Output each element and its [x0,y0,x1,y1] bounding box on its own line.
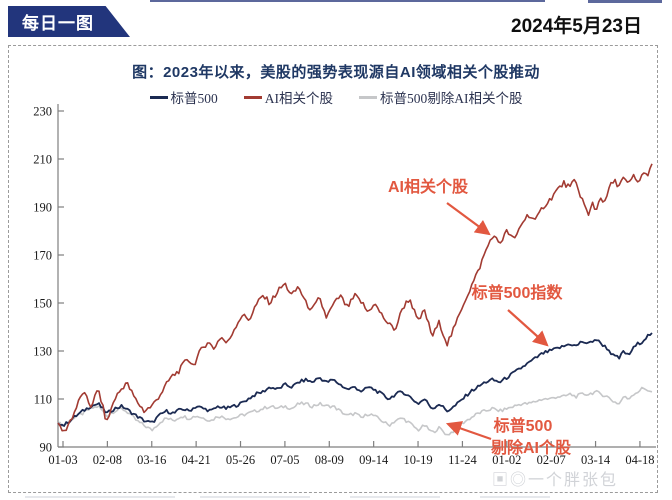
top-edge-remnant [588,0,662,3]
chart-card [8,45,658,493]
legend-label: AI相关个股 [264,91,333,106]
chart-legend: 标普500 AI相关个股 标普500剔除AI相关个股 [0,87,672,107]
badge-label: 每日一图 [22,14,94,33]
legend-dash-icon [243,95,262,99]
legend-label: 标普500 [170,91,218,106]
bottom-edge-remnant [350,496,440,498]
legend-label: 标普500剔除AI相关个股 [380,91,523,106]
legend-item-2: AI相关个股 [243,87,333,107]
watermark-text: 一个胖张包 [528,472,619,489]
legend-item-0: 标普500剔除AI相关个股 [359,87,523,107]
chart-title: 图：2023年以来，美股的强势表现源自AI领域相关个股推动 [132,64,540,81]
legend-dash-icon [149,95,168,99]
legend-item-1: 标普500 [149,87,218,107]
watermark-logo-icon: ▣◎ [492,472,529,489]
watermark: ▣◎一个胖张包 [492,466,618,490]
legend-dash-icon [359,95,377,99]
daily-chart-badge: 每日一图 [8,6,130,37]
bottom-edge-remnant [200,496,310,498]
report-date: 2024年5月23日 [511,16,642,37]
bottom-edge-remnant [25,496,175,498]
top-edge-remnant [150,0,545,2]
bottom-edge-remnant [480,496,550,498]
